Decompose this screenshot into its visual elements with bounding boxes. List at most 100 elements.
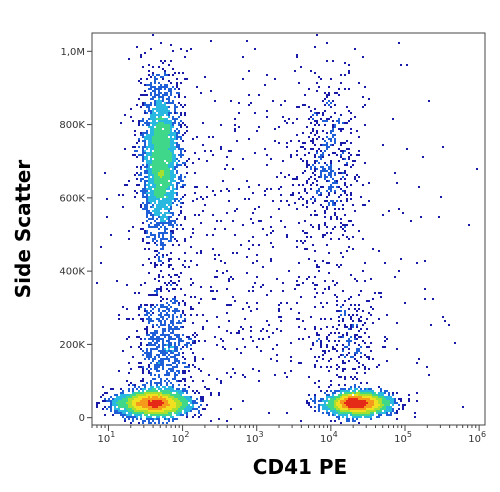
event-dot	[296, 54, 298, 56]
event-dot	[382, 392, 384, 394]
event-dot	[328, 204, 330, 206]
event-dot	[356, 406, 358, 408]
event-dot	[164, 198, 166, 200]
event-dot	[312, 138, 314, 140]
event-dot	[314, 200, 316, 202]
event-dot	[306, 162, 308, 164]
event-dot	[296, 208, 298, 210]
event-dot	[130, 416, 132, 418]
event-dot	[150, 206, 152, 208]
event-dot	[150, 76, 152, 78]
event-dot	[156, 136, 158, 138]
event-dot	[170, 180, 172, 182]
event-dot	[230, 100, 232, 102]
event-dot	[136, 156, 138, 158]
event-dot	[252, 236, 254, 238]
event-dot	[148, 422, 150, 424]
event-dot	[122, 400, 124, 402]
event-dot	[148, 398, 150, 400]
event-dot	[178, 132, 180, 134]
event-dot	[172, 196, 174, 198]
event-dot	[228, 190, 230, 192]
event-dot	[258, 206, 260, 208]
event-dot	[184, 114, 186, 116]
event-dot	[162, 386, 164, 388]
event-dot	[138, 124, 140, 126]
event-dot	[160, 358, 162, 360]
event-dot	[184, 112, 186, 114]
event-dot	[386, 406, 388, 408]
event-dot	[178, 130, 180, 132]
event-dot	[302, 204, 304, 206]
event-dot	[184, 388, 186, 390]
event-dot	[344, 346, 346, 348]
event-dot	[346, 236, 348, 238]
event-dot	[310, 184, 312, 186]
event-dot	[164, 358, 166, 360]
event-dot	[194, 214, 196, 216]
event-dot	[328, 100, 330, 102]
event-dot	[340, 194, 342, 196]
event-dot	[364, 402, 366, 404]
event-dot	[330, 384, 332, 386]
event-dot	[182, 72, 184, 74]
event-dot	[152, 178, 154, 180]
event-dot	[184, 104, 186, 106]
event-dot	[394, 402, 396, 404]
event-dot	[168, 162, 170, 164]
event-dot	[316, 292, 318, 294]
event-dot	[158, 90, 160, 92]
event-dot	[140, 408, 142, 410]
event-dot	[154, 176, 156, 178]
event-dot	[172, 188, 174, 190]
event-dot	[352, 398, 354, 400]
event-dot	[244, 198, 246, 200]
event-dot	[326, 410, 328, 412]
event-dot	[332, 120, 334, 122]
event-dot	[156, 182, 158, 184]
event-dot	[182, 180, 184, 182]
event-dot	[168, 380, 170, 382]
event-dot	[156, 290, 158, 292]
event-dot	[128, 230, 130, 232]
event-dot	[210, 90, 212, 92]
event-dot	[378, 404, 380, 406]
event-dot	[174, 166, 176, 168]
event-dot	[340, 144, 342, 146]
event-dot	[364, 322, 366, 324]
event-dot	[168, 138, 170, 140]
event-dot	[182, 326, 184, 328]
event-dot	[364, 388, 366, 390]
event-dot	[354, 376, 356, 378]
event-dot	[194, 186, 196, 188]
event-dot	[388, 396, 390, 398]
event-dot	[160, 110, 162, 112]
event-dot	[336, 412, 338, 414]
event-dot	[376, 412, 378, 414]
event-dot	[160, 106, 162, 108]
event-dot	[278, 316, 280, 318]
event-dot	[158, 204, 160, 206]
event-dot	[358, 330, 360, 332]
event-dot	[154, 156, 156, 158]
event-dot	[340, 354, 342, 356]
event-dot	[148, 64, 150, 66]
event-dot	[376, 402, 378, 404]
event-dot	[188, 366, 190, 368]
event-dot	[342, 360, 344, 362]
event-dot	[152, 324, 154, 326]
event-dot	[358, 400, 360, 402]
event-dot	[168, 336, 170, 338]
event-dot	[382, 400, 384, 402]
event-dot	[168, 304, 170, 306]
event-dot	[154, 118, 156, 120]
event-dot	[170, 204, 172, 206]
event-dot	[178, 370, 180, 372]
event-dot	[144, 388, 146, 390]
event-dot	[156, 176, 158, 178]
event-dot	[148, 356, 150, 358]
event-dot	[342, 348, 344, 350]
event-dot	[370, 388, 372, 390]
event-dot	[324, 120, 326, 122]
event-dot	[168, 176, 170, 178]
